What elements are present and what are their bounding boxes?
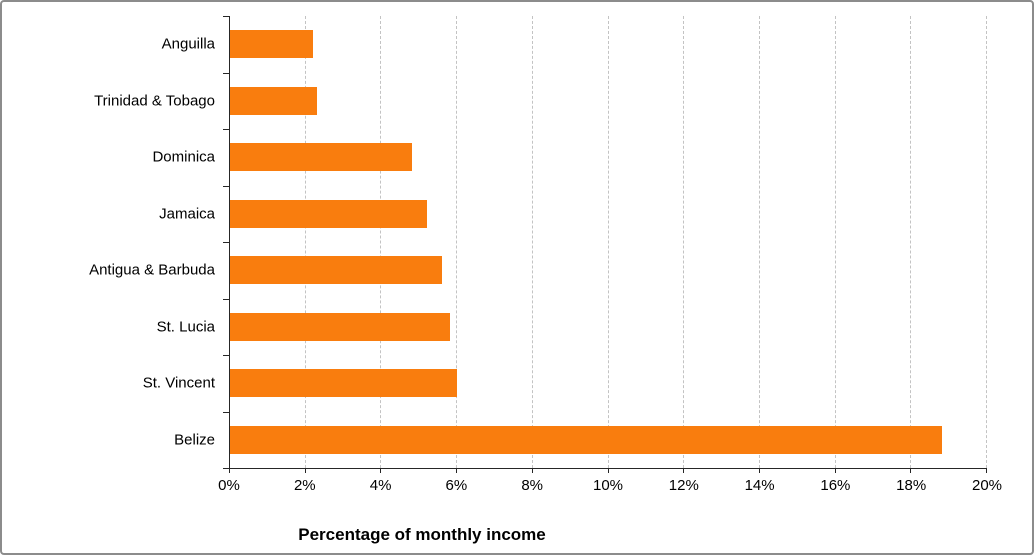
bar (230, 369, 458, 398)
gridline (531, 16, 533, 468)
category-label: Dominica (152, 148, 215, 166)
gridline (986, 16, 987, 468)
value-axis-tick-label: 12% (668, 477, 699, 494)
category-axis-tick (223, 16, 229, 17)
category-axis-tick (223, 242, 229, 243)
category-axis-tick (223, 129, 229, 130)
value-axis-tick (531, 469, 533, 473)
plot-area (229, 16, 987, 468)
gridline (607, 16, 609, 468)
value-axis-tick (986, 469, 987, 473)
value-axis-tick-label: 4% (369, 477, 392, 494)
category-axis-labels: Anguilla Trinidad & Tobago Dominica Jamaica… (2, 16, 215, 468)
value-axis-tick (910, 469, 912, 473)
category-axis-tick (223, 411, 229, 413)
value-axis-tick-label: 10% (592, 477, 624, 494)
category-axis-tick (223, 468, 229, 469)
category-label: St. Lucia (156, 318, 215, 336)
category-label: Trinidad & Tobago (94, 92, 215, 110)
value-axis-tick-label: 0% (218, 477, 240, 494)
bar (230, 256, 442, 285)
category-axis-tick (223, 185, 229, 187)
category-label: Anguilla (161, 35, 215, 53)
value-axis-tick-label: 18% (896, 477, 927, 494)
value-axis-tick (229, 469, 230, 473)
gridline (380, 16, 382, 468)
gridline (910, 16, 912, 468)
bar (230, 86, 318, 115)
value-axis-tick-label: 8% (521, 477, 544, 494)
category-axis-tick (223, 298, 229, 300)
gridline (834, 16, 836, 468)
value-axis-tick-label: 6% (445, 477, 468, 494)
value-axis-tick (304, 469, 306, 473)
category-label: Jamaica (159, 205, 215, 223)
value-axis-tick-labels: 0% 2% 4% 6% 8% 10% 12% 14% 16% 18% 20% (218, 477, 1002, 495)
x-axis-title: Percentage of monthly income (298, 525, 546, 544)
category-label: St. Vincent (142, 374, 215, 392)
value-axis-tick (380, 469, 382, 473)
value-axis-tick (607, 469, 609, 473)
bar (230, 30, 314, 59)
gridline (758, 16, 760, 468)
value-axis-tick (683, 469, 685, 473)
gridline (456, 16, 458, 468)
category-label: Belize (174, 431, 215, 449)
bar (230, 143, 412, 172)
bar (230, 199, 427, 228)
bar (230, 312, 450, 341)
category-label: Antigua & Barbuda (89, 261, 215, 279)
value-axis-tick (758, 469, 760, 473)
value-axis-tick (456, 469, 458, 473)
value-axis-tick-label: 20% (971, 477, 1003, 494)
value-axis-tick-label: 2% (293, 477, 316, 494)
gridline (683, 16, 685, 468)
bar (230, 425, 942, 454)
gridline (304, 16, 306, 468)
category-axis-line (229, 16, 230, 469)
value-axis-tick-label: 16% (820, 477, 851, 494)
category-axis-tick (223, 72, 229, 74)
category-axis-tick (223, 355, 229, 356)
value-axis-line (229, 468, 987, 469)
value-axis-tick-label: 14% (744, 477, 775, 494)
value-axis-tick (834, 469, 836, 473)
